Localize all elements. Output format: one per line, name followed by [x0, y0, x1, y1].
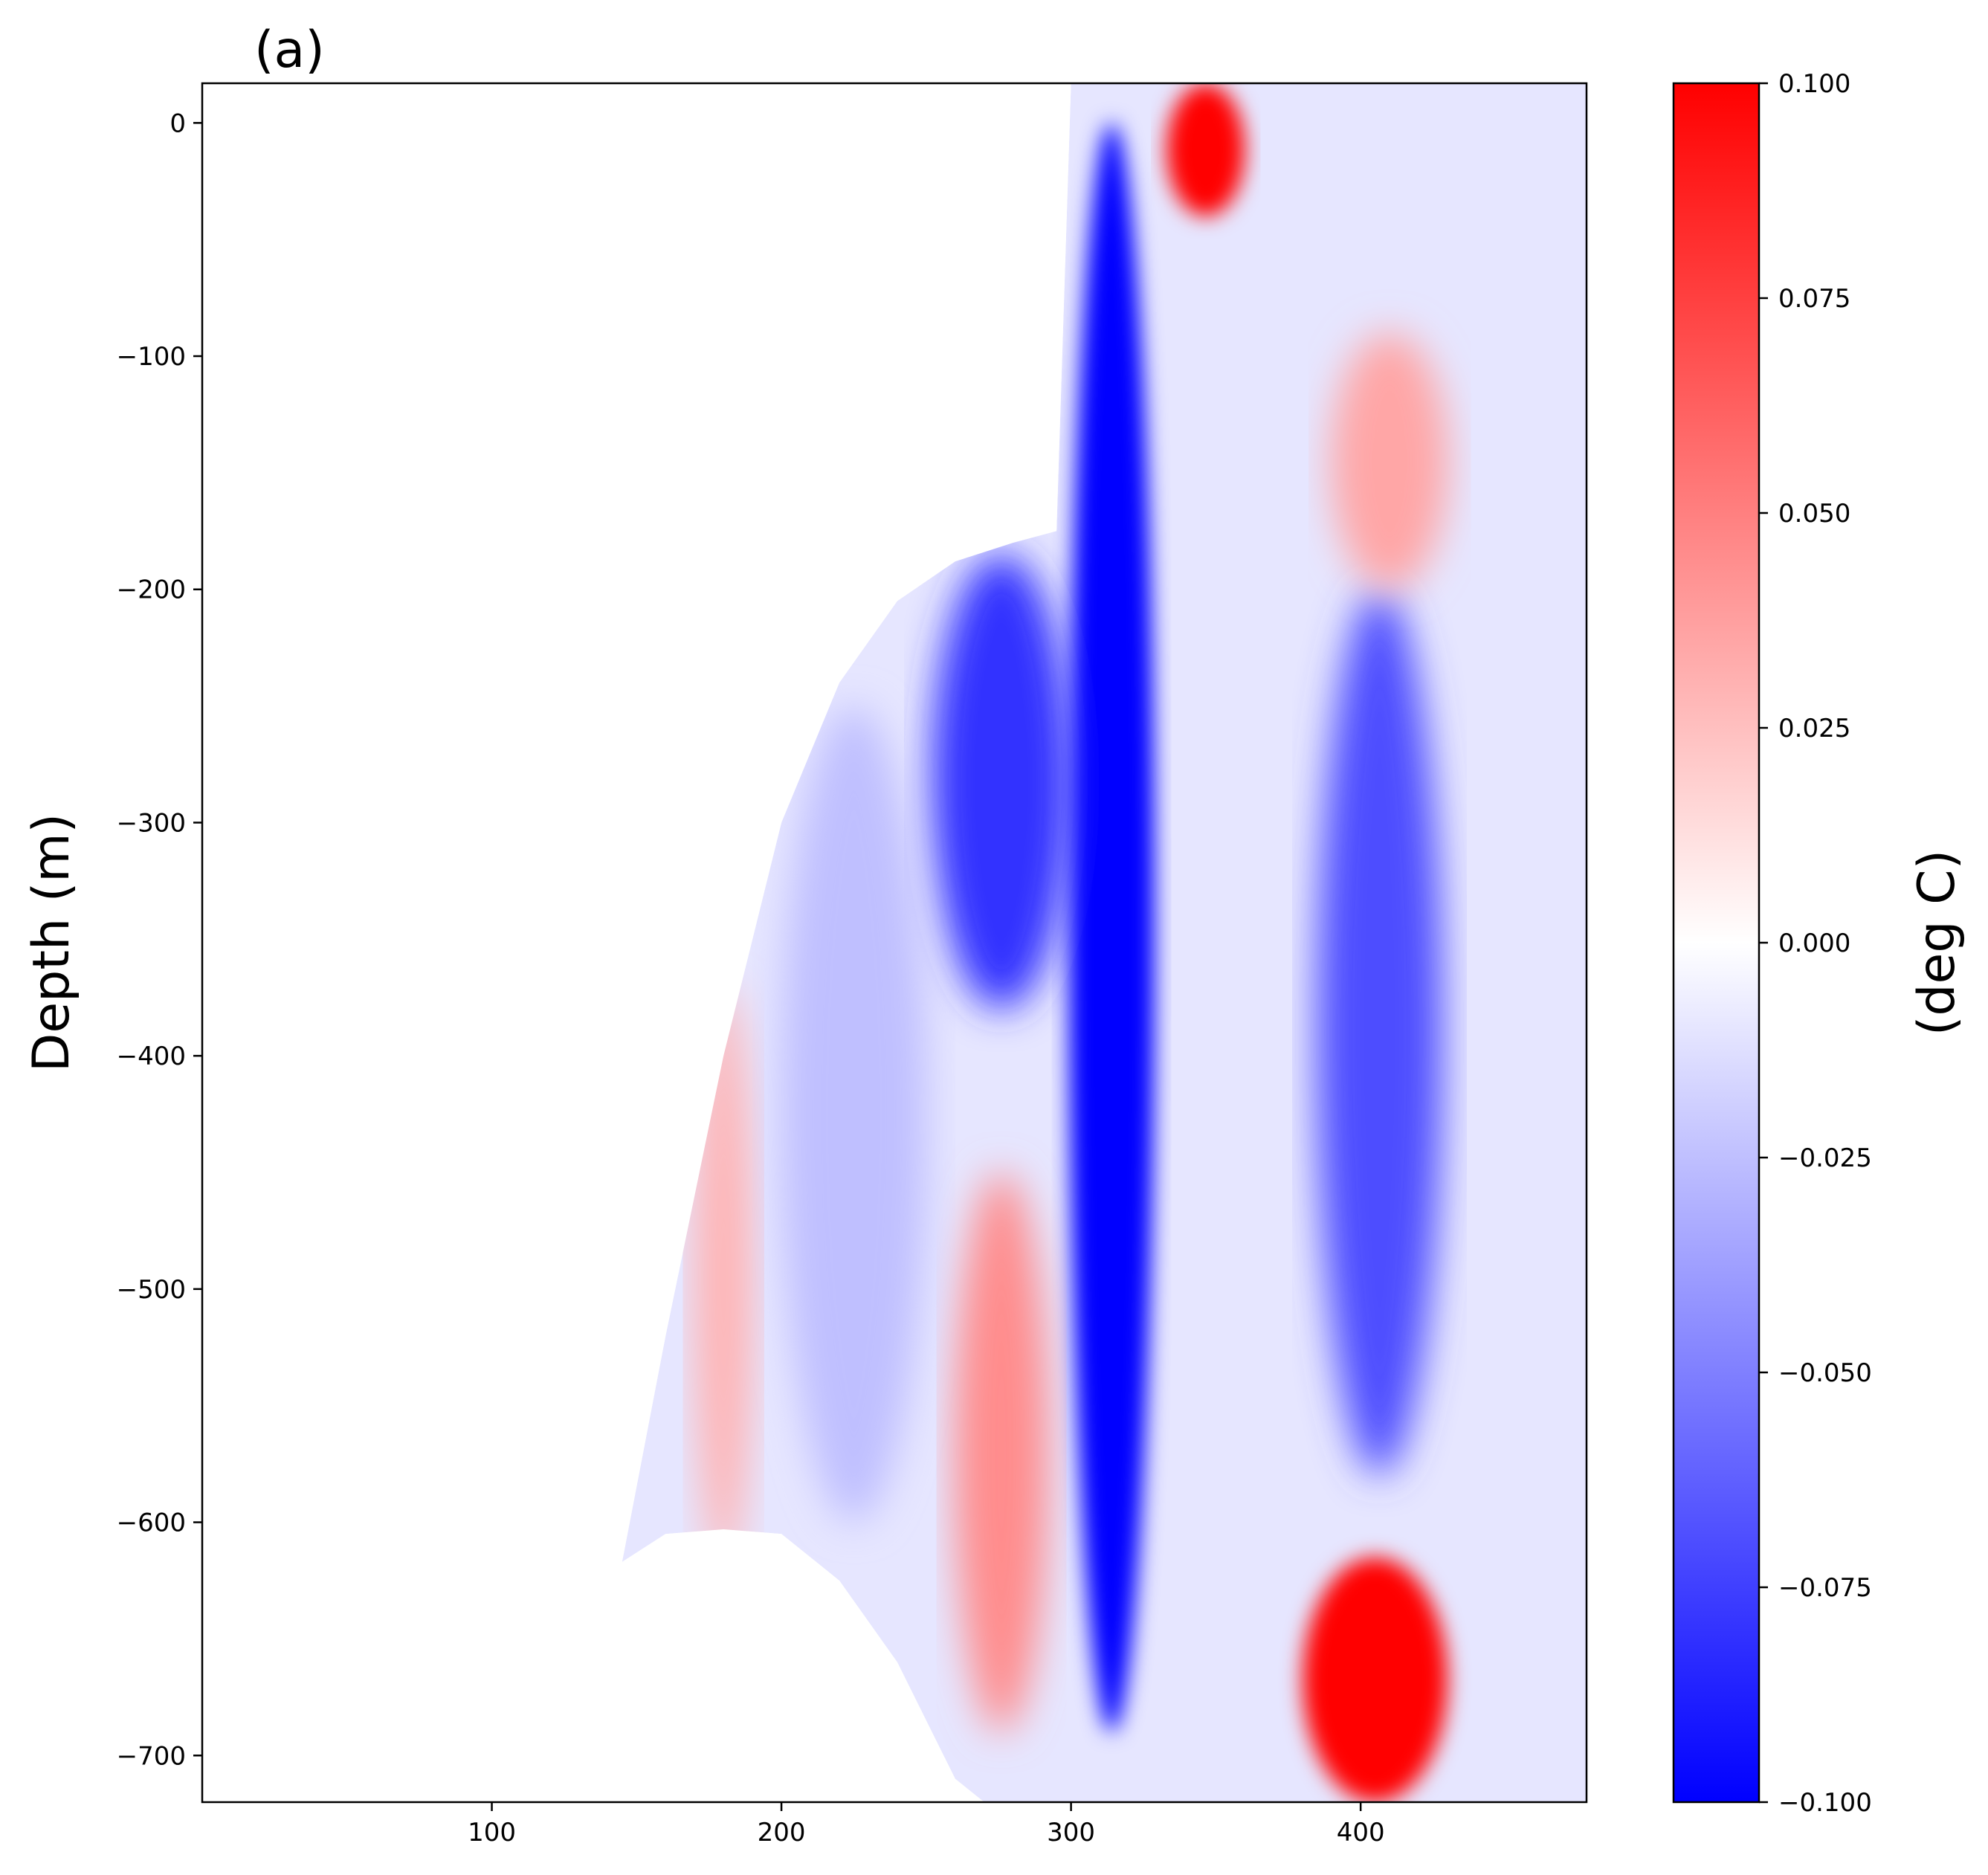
- colorbar-tick-label: 0.050: [1778, 499, 1850, 529]
- anomaly-feature: [1068, 123, 1155, 1732]
- anomaly-feature: [932, 554, 1071, 1010]
- colorbar: 0.100 0.075 0.050 0.025 0.000 −0.025 −0.050 −0.…: [1672, 69, 1966, 1818]
- x-tick-label: 200: [758, 1818, 806, 1847]
- colorbar-tick-label: 0.075: [1778, 284, 1850, 314]
- y-tick-label: −700: [117, 1741, 186, 1771]
- water-column: [622, 83, 1587, 1802]
- anomaly-feature: [1166, 83, 1245, 216]
- y-tick-label: −300: [117, 808, 186, 838]
- x-tick-label: 400: [1337, 1818, 1385, 1847]
- anomaly-feature: [781, 706, 926, 1523]
- y-tick-label: −600: [117, 1508, 186, 1538]
- colorbar-tick-label: −0.050: [1778, 1358, 1872, 1388]
- y-tick-label: 0: [170, 109, 186, 138]
- y-tick-label: −400: [117, 1042, 186, 1071]
- colorbar-tick-label: −0.025: [1778, 1143, 1872, 1173]
- y-tick-label: −500: [117, 1275, 186, 1305]
- anomaly-feature: [1303, 1557, 1448, 1802]
- colorbar-tick-label: −0.075: [1778, 1573, 1872, 1603]
- y-tick-label: −200: [117, 575, 186, 605]
- colorbar-ticks: 0.100 0.075 0.050 0.025 0.000 −0.025 −0.050 −0.…: [1759, 69, 1872, 1818]
- y-axis-label: Depth (m): [22, 813, 81, 1072]
- x-axis: 100 200 300 400: [468, 1802, 1385, 1847]
- y-axis: 0 −100 −200 −300 −400 −500 −600 −700: [117, 109, 202, 1771]
- anomaly-layer: [694, 83, 1448, 1802]
- anomaly-feature: [1317, 589, 1442, 1476]
- anomaly-feature: [694, 986, 753, 1569]
- plot-frame: [201, 82, 1588, 1804]
- colorbar-tick-label: 0.025: [1778, 714, 1850, 743]
- anomaly-feature: [955, 1172, 1048, 1732]
- y-tick-label: −100: [117, 342, 186, 372]
- chart-title: (a): [254, 21, 325, 80]
- colorbar-gradient: [1674, 83, 1759, 1802]
- x-tick-label: 100: [468, 1818, 516, 1847]
- colorbar-tick-label: 0.100: [1778, 69, 1850, 99]
- plot-area: 100 200 300 400 0 −100 −200 −300 −400 −500 −600 −7…: [117, 82, 1588, 1847]
- colorbar-tick-label: −0.100: [1778, 1788, 1872, 1818]
- x-tick-label: 300: [1047, 1818, 1095, 1847]
- colorbar-label: (deg C): [1908, 850, 1966, 1036]
- colorbar-tick-label: 0.000: [1778, 929, 1850, 958]
- anomaly-feature: [1332, 332, 1448, 590]
